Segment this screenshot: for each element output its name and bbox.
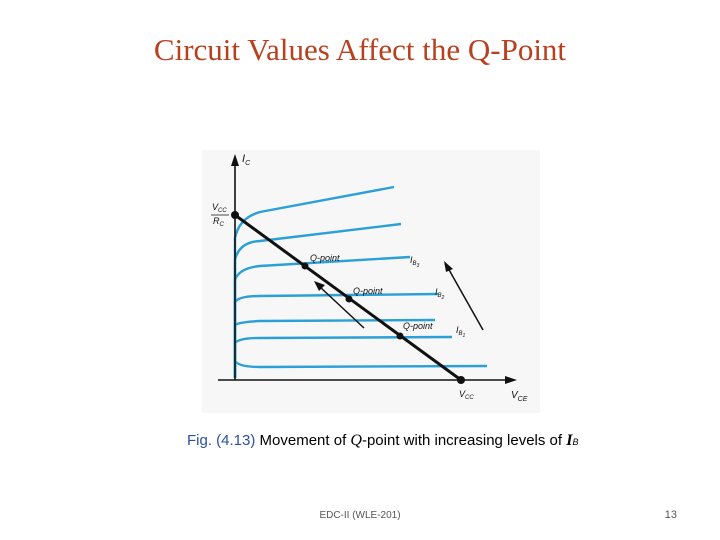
curve-ib-2 [233,335,453,378]
characteristic-curves-diagram: IC VCE VCC RC VCC Q-point Q-point Q-poin… [211,153,528,403]
intercept-denominator: RC [213,216,225,228]
arrow-along-loadline [319,286,365,329]
qpoint-label-mid: Q-point [353,286,383,296]
caption-text-a: Movement of [255,432,351,449]
ib2-label: IB2 [435,287,445,301]
intercept-numerator: VCC [212,202,227,214]
load-line-endpoint-bottom [457,376,465,384]
slide-footer: EDC-II (WLE-201) [319,510,401,521]
arrow-increase-ib-head [444,261,453,272]
movement-arrows [314,261,484,331]
curve-ib-7 [233,185,395,378]
caption-ib-subscript: B [572,437,579,447]
curve-ib-6 [233,222,402,378]
figure-caption: Fig. (4.13) Movement of Q-point with inc… [187,432,578,450]
slide-title: Circuit Values Affect the Q-Point [153,32,567,67]
qpoint-label-high: Q-point [310,253,340,263]
qpoint-marker-mid [345,295,353,303]
slide-number: 13 [664,509,677,521]
figure-reference: Fig. (4.13) [187,432,256,449]
vcc-label: VCC [459,389,474,401]
arrow-along-loadline-head [314,281,325,291]
characteristic-curves [233,185,488,378]
axes [218,154,517,384]
qpoint-marker-high [301,262,309,270]
load-line-endpoint-top [231,211,239,219]
qpoint-label-low: Q-point [403,321,433,331]
curve-ib-1 [233,357,488,378]
qpoint-figure: IC VCE VCC RC VCC Q-point Q-point Q-poin… [202,150,540,413]
ib3-label: IB3 [410,255,420,269]
caption-text-b: -point with increasing levels of [361,432,567,449]
arrow-increase-ib [447,267,484,331]
caption-q-symbol: Q [350,432,362,449]
caption-ib-symbol: I [566,432,573,449]
qpoint-marker-low [396,332,404,340]
y-axis-arrow [231,154,239,166]
x-axis-label: VCE [511,390,528,403]
curve-ib-5 [233,255,411,378]
y-axis-label: IC [242,153,251,167]
ib1-label: IB1 [456,325,466,339]
x-axis-arrow [505,376,517,384]
